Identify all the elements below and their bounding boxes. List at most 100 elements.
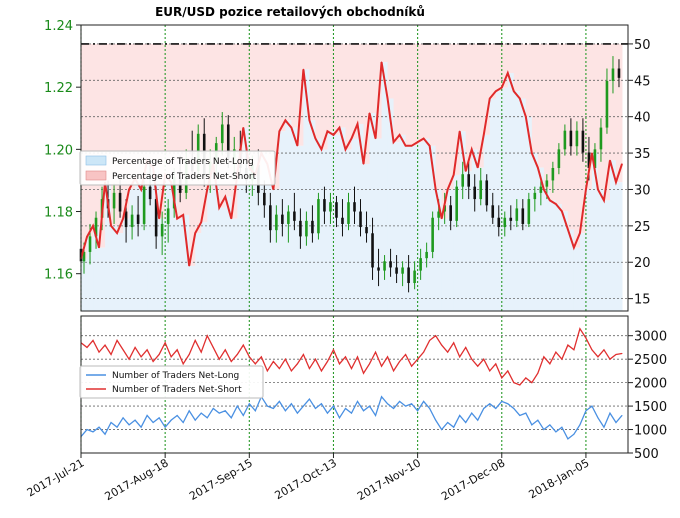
count-point — [218, 358, 220, 360]
net-short-point — [567, 228, 569, 231]
candle — [377, 248, 380, 287]
net-long-band — [477, 167, 485, 311]
candle — [539, 180, 543, 206]
net-long-band — [375, 138, 383, 311]
candle-body — [323, 199, 326, 212]
net-short-band — [213, 43, 220, 164]
net-long-band — [261, 153, 268, 311]
net-short-point — [140, 188, 142, 191]
net-short-band — [255, 43, 262, 175]
candle — [503, 211, 507, 237]
count-point — [164, 342, 166, 344]
candle — [467, 161, 471, 200]
candle-body — [563, 130, 567, 150]
count-point — [513, 382, 515, 384]
count-point — [266, 370, 268, 372]
net-short-point — [465, 170, 467, 172]
x-tick-label: 2018-Jan-05 — [526, 456, 591, 501]
net-long-band — [453, 174, 461, 311]
net-short-band — [363, 43, 371, 164]
count-point — [98, 426, 100, 428]
x-tick-label: 2017-Aug-18 — [103, 456, 171, 503]
net-short-band — [381, 43, 389, 63]
net-short-point — [495, 90, 497, 92]
candle-body — [449, 205, 452, 221]
count-point — [116, 426, 118, 428]
count-point — [248, 356, 250, 358]
candle — [449, 195, 452, 231]
candle — [329, 192, 332, 224]
candle-body — [371, 233, 374, 268]
net-short-point — [501, 86, 503, 89]
legend-label-net-short-count: Number of Traders Net-Short — [112, 385, 242, 395]
count-point — [429, 339, 431, 341]
count-point — [357, 400, 359, 402]
candle — [515, 199, 519, 228]
candle-body — [124, 211, 128, 228]
candle — [413, 261, 416, 290]
count-point — [465, 346, 467, 348]
top-legend: Percentage of Traders Net-Long Percentag… — [79, 150, 276, 186]
net-short-point — [320, 148, 323, 151]
candle-body — [395, 267, 398, 274]
net-short-count-series — [80, 327, 623, 386]
candle — [473, 174, 477, 212]
candle — [425, 242, 428, 268]
net-short-band — [105, 43, 112, 183]
net-short-point — [555, 203, 557, 205]
count-point — [260, 356, 262, 358]
candle — [335, 195, 338, 228]
net-short-band — [369, 43, 377, 114]
count-point — [128, 358, 130, 360]
left-tick-label: 1.18 — [44, 206, 73, 221]
count-point — [381, 365, 383, 367]
candle — [293, 192, 296, 231]
candle-body — [425, 251, 428, 259]
net-long-band — [201, 222, 208, 311]
candle-body — [521, 208, 525, 224]
candle-body — [587, 152, 591, 168]
net-long-band — [381, 62, 389, 311]
net-short-band — [393, 43, 401, 143]
count-point — [338, 363, 340, 365]
net-short-point — [597, 188, 599, 191]
count-point — [621, 414, 623, 416]
candle — [263, 180, 266, 218]
count-point — [537, 419, 539, 421]
count-point — [164, 426, 166, 428]
net-long-band — [249, 167, 256, 311]
left-tick-label: 1.20 — [44, 143, 73, 158]
net-short-band — [177, 43, 184, 219]
candle-body — [455, 186, 458, 221]
count-point — [471, 412, 473, 414]
net-short-point — [507, 72, 509, 74]
count-point — [308, 368, 310, 370]
count-point — [266, 405, 268, 407]
count-point — [579, 424, 581, 426]
right-tick-label: 20 — [634, 256, 651, 271]
net-long-band — [555, 204, 563, 311]
count-point — [134, 346, 136, 348]
candle-body — [166, 208, 170, 224]
net-short-point — [92, 225, 94, 227]
net-short-point — [110, 225, 112, 227]
net-short-point — [392, 141, 395, 143]
net-long-band — [225, 196, 232, 311]
count-point — [158, 353, 160, 355]
count-point — [242, 414, 244, 416]
count-point — [332, 349, 334, 351]
chart-title: EUR/USD pozice retailových obchodníků — [155, 5, 425, 19]
count-point — [248, 403, 250, 405]
net-long-band — [507, 73, 515, 311]
candle — [281, 199, 284, 237]
net-short-point — [489, 97, 491, 100]
candle — [575, 121, 579, 156]
net-short-point — [585, 188, 587, 191]
net-short-band — [165, 43, 172, 175]
count-point — [483, 358, 485, 360]
net-long-band — [135, 178, 142, 311]
net-long-band — [123, 218, 130, 311]
count-point — [615, 353, 617, 355]
net-short-band — [405, 43, 413, 146]
net-short-band — [411, 43, 419, 146]
